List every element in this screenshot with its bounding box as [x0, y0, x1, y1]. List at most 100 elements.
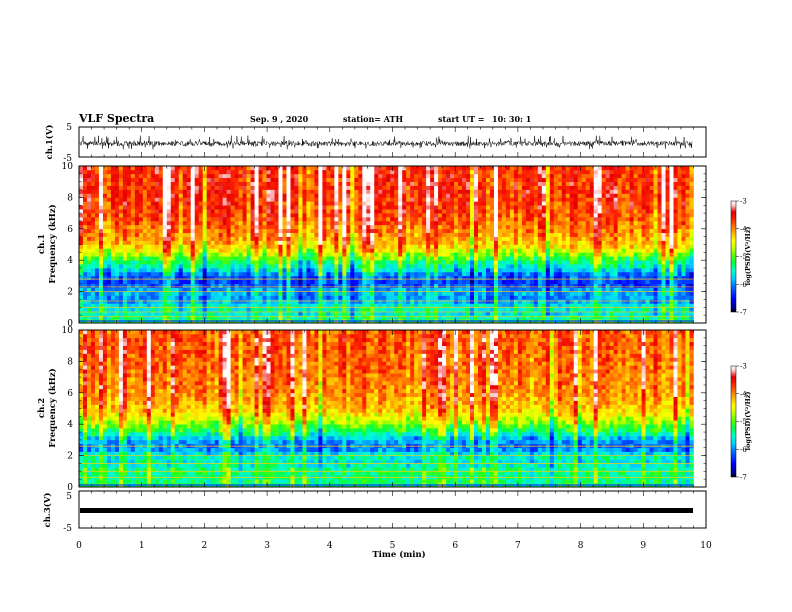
spectrogram-cell: [446, 197, 451, 202]
spectrogram-cell: [166, 166, 172, 171]
spectrogram-cell: [466, 177, 471, 182]
spectrogram-cell: [462, 224, 467, 230]
spectrogram-cell: [557, 205, 563, 210]
spectrogram-cell: [334, 173, 339, 179]
spectrogram-cell: [314, 213, 319, 218]
spectrogram-cell: [402, 260, 407, 265]
spectrogram-cell: [553, 173, 559, 179]
spectrogram-cell: [398, 166, 403, 171]
spectrogram-cell: [250, 244, 255, 249]
spectrogram-cell: [146, 189, 152, 194]
spectrogram-cell: [98, 315, 104, 320]
spectrogram-cell: [210, 209, 215, 214]
spectrogram-cell: [82, 303, 88, 308]
spectrogram-cell: [182, 189, 188, 194]
spectrogram-cell: [462, 275, 467, 281]
spectrogram-cell: [386, 248, 391, 253]
spectrogram-cell: [298, 201, 303, 206]
spectrogram-cell: [278, 177, 283, 182]
spectrogram-cell: [334, 169, 339, 175]
spectrogram-cell: [202, 232, 207, 237]
spectrogram-cell: [218, 240, 223, 245]
spectrogram-cell: [545, 283, 551, 288]
spectrogram-cell: [386, 295, 391, 300]
spectrogram-cell: [450, 213, 455, 218]
spectrogram-cell: [206, 193, 211, 198]
spectrogram-cell: [290, 220, 295, 226]
spectrogram-cell: [314, 177, 319, 182]
spectrogram-cell: [170, 268, 176, 273]
spectrogram-cell: [338, 256, 343, 261]
spectrogram-cell: [246, 236, 251, 241]
spectrogram-cell: [489, 240, 495, 245]
spectrogram-cell: [318, 291, 323, 296]
spectrogram-cell: [238, 240, 243, 245]
spectrogram-cell: [310, 264, 315, 269]
spectrogram-cell: [146, 244, 152, 249]
spectrogram-cell: [274, 244, 279, 249]
spectrogram-cell: [162, 303, 168, 308]
spectrogram-cell: [370, 287, 375, 292]
spectrogram-cell: [186, 236, 192, 241]
spectrogram-cell: [90, 232, 96, 237]
spectrogram-cell: [182, 213, 188, 218]
spectrogram-cell: [198, 299, 203, 304]
spectrogram-cell: [561, 189, 567, 194]
spectrogram-cell: [94, 264, 100, 269]
spectrogram-cell: [438, 260, 443, 265]
spectrogram-cell: [79, 256, 84, 261]
spectrogram-cell: [493, 279, 499, 285]
spectrogram-cell: [266, 275, 271, 281]
spectrogram-cell: [82, 185, 88, 190]
spectrogram-cell: [553, 256, 559, 261]
spectrogram-cell: [481, 220, 487, 226]
spectrogram-cell: [226, 264, 231, 269]
spectrogram-cell: [362, 275, 367, 281]
spectrogram-cell: [166, 260, 172, 265]
spectrogram-cell: [346, 177, 351, 182]
spectrogram-cell: [290, 236, 295, 241]
spectrogram-cell: [158, 177, 164, 182]
spectrogram-cell: [434, 311, 439, 316]
spectrogram-cell: [250, 311, 255, 316]
spectrogram-cell: [266, 264, 271, 269]
spectrogram-cell: [517, 193, 523, 198]
spectrogram-cell: [118, 252, 124, 257]
spectrogram-cell: [118, 169, 124, 175]
spectrogram-cell: [79, 189, 84, 194]
spectrogram-cell: [529, 315, 535, 320]
spectrogram-cell: [118, 260, 124, 265]
spectrogram-cell: [553, 248, 559, 253]
spectrogram-cell: [110, 205, 116, 210]
spectrogram-cell: [525, 236, 531, 241]
spectrogram-cell: [406, 315, 411, 320]
spectrogram-cell: [150, 283, 156, 288]
spectrogram-cell: [446, 217, 451, 222]
spectrogram-cell: [485, 240, 491, 245]
spectrogram-cell: [114, 287, 120, 292]
spectrogram-cell: [230, 271, 235, 277]
spectrogram-cell: [210, 197, 215, 202]
spectrogram-cell: [338, 287, 343, 292]
spectrogram-cell: [86, 271, 92, 277]
spectrogram-cell: [485, 228, 491, 234]
spectrogram-cell: [198, 295, 203, 300]
spectrogram-cell: [286, 197, 291, 202]
spectrogram-cell: [82, 181, 88, 186]
spectrogram-cell: [114, 315, 120, 320]
spectrogram-cell: [338, 291, 343, 296]
spectrogram-cell: [79, 173, 84, 179]
spectrogram-cell: [541, 205, 547, 210]
spectrogram-cell: [418, 315, 423, 320]
spectrogram-cell: [545, 220, 551, 226]
spectrogram-cell: [118, 232, 124, 237]
spectrogram-cell: [254, 224, 259, 230]
spectrogram-cell: [509, 193, 515, 198]
spectrogram-cell: [497, 236, 503, 241]
spectrogram-cell: [254, 166, 259, 171]
spectrogram-cell: [346, 173, 351, 179]
spectrogram-cell: [525, 217, 531, 222]
spectrogram-cell: [262, 315, 267, 320]
spectrogram-cell: [306, 299, 311, 304]
spectrogram-cell: [485, 264, 491, 269]
